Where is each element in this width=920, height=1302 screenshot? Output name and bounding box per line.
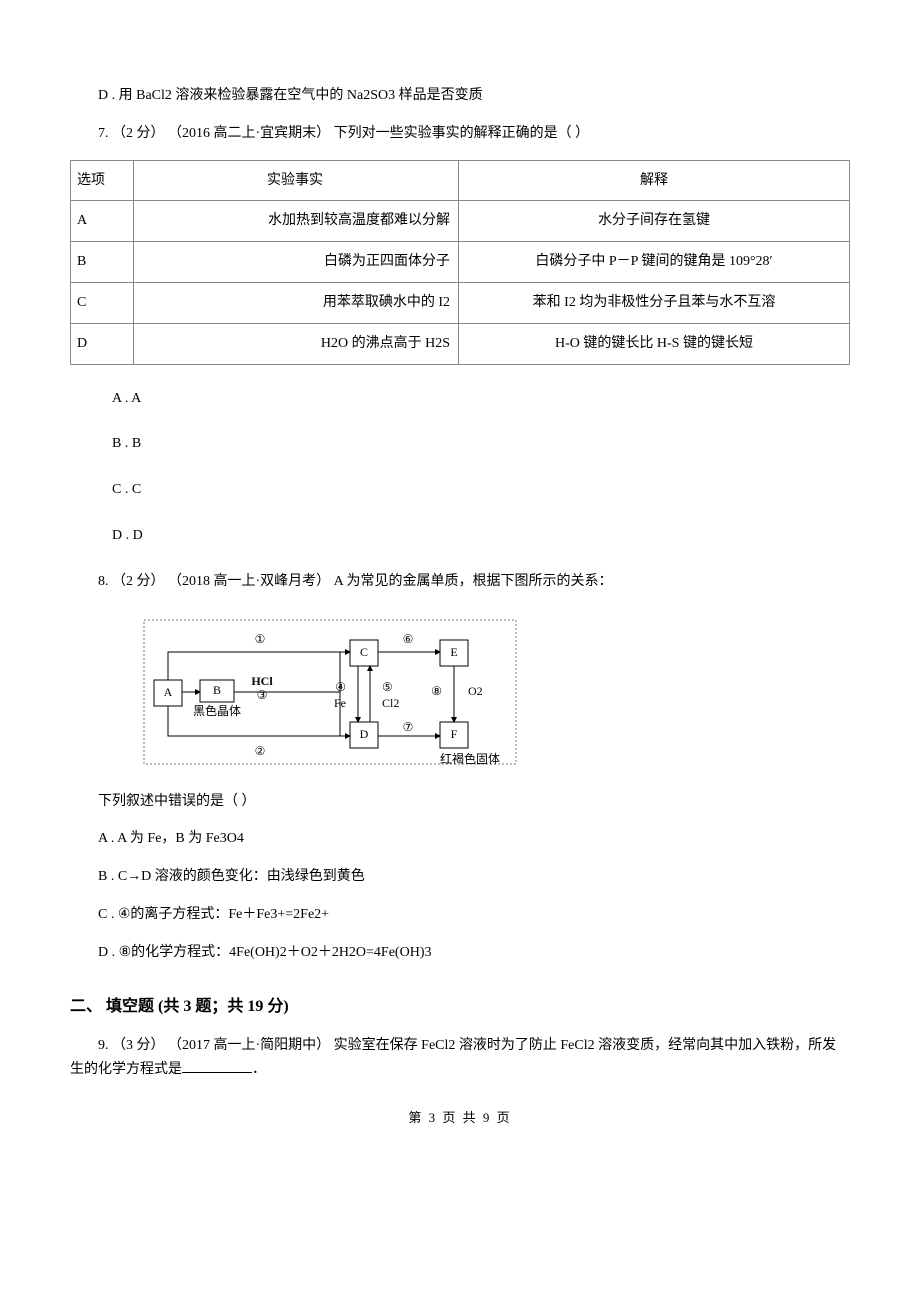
blank-line [182, 1058, 252, 1073]
label-8: ⑧ [431, 683, 442, 697]
table-header-row: 选项 实验事实 解释 [71, 160, 850, 201]
label-black-solid: 黑色晶体 [193, 703, 241, 717]
label-6: ⑥ [403, 631, 414, 645]
label-hcl: HCl [251, 673, 273, 687]
q7-stem: 7. （2 分） （2016 高二上·宜宾期末） 下列对一些实验事实的解释正确的… [70, 122, 850, 146]
label-fe: Fe [334, 695, 346, 709]
cell: 用苯萃取碘水中的 I2 [134, 282, 459, 323]
page-content: D . 用 BaCl2 溶液来检验暴露在空气中的 Na2SO3 样品是否变质 7… [0, 0, 920, 1159]
q8-option-c: C . ④的离子方程式：Fe＋Fe3+=2Fe2+ [70, 903, 850, 927]
node-b: B [213, 682, 221, 696]
node-f: F [451, 726, 458, 740]
q9: 9. （3 分） （2017 高一上·简阳期中） 实验室在保存 FeCl2 溶液… [70, 1034, 850, 1082]
table-row: A 水加热到较高温度都难以分解 水分子间存在氢键 [71, 201, 850, 242]
table-row: D H2O 的沸点高于 H2S H‑O 键的键长比 H‑S 键的键长短 [71, 323, 850, 364]
th-option: 选项 [71, 160, 134, 201]
th-explain: 解释 [459, 160, 850, 201]
cell: D [71, 323, 134, 364]
table-row: C 用苯萃取碘水中的 I2 苯和 I2 均为非极性分子且苯与水不互溶 [71, 282, 850, 323]
node-d: D [360, 726, 369, 740]
q7-option-d: D . D [112, 524, 850, 548]
q7-option-a: A . A [112, 387, 850, 411]
label-5: ⑤ [382, 679, 393, 693]
section-2-title: 二、 填空题 (共 3 题；共 19 分) [70, 993, 850, 1020]
cell: H2O 的沸点高于 H2S [134, 323, 459, 364]
q8-stem: 8. （2 分） （2018 高一上·双峰月考） A 为常见的金属单质，根据下图… [70, 570, 850, 594]
cell: 白磷为正四面体分子 [134, 242, 459, 283]
q7-table: 选项 实验事实 解释 A 水加热到较高温度都难以分解 水分子间存在氢键 B 白磷… [70, 160, 850, 365]
label-2: ② [255, 743, 266, 757]
node-e: E [450, 644, 457, 658]
q6-option-d: D . 用 BaCl2 溶液来检验暴露在空气中的 Na2SO3 样品是否变质 [70, 84, 850, 108]
table-row: B 白磷为正四面体分子 白磷分子中 P－P 键间的键角是 109°28′ [71, 242, 850, 283]
cell: A [71, 201, 134, 242]
label-red-brown: 红褐色固体 [440, 750, 500, 765]
cell: 水分子间存在氢键 [459, 201, 850, 242]
page-footer: 第 3 页 共 9 页 [70, 1107, 850, 1129]
label-o2: O2 [468, 683, 483, 697]
q8-diagram: A B 黑色晶体 C D E F 红褐色固体 ① ② HCl [140, 612, 520, 772]
cell: 苯和 I2 均为非极性分子且苯与水不互溶 [459, 282, 850, 323]
label-4: ④ [335, 679, 346, 693]
label-7: ⑦ [403, 719, 414, 733]
label-cl2: Cl2 [382, 695, 399, 709]
q8-option-d: D . ⑧的化学方程式：4Fe(OH)2＋O2＋2H2O=4Fe(OH)3 [70, 941, 850, 965]
node-c: C [360, 644, 368, 658]
q8-option-a: A . A 为 Fe，B 为 Fe3O4 [70, 827, 850, 851]
q8-option-b: B . C→D 溶液的颜色变化：由浅绿色到黄色 [70, 865, 850, 889]
q7-option-b: B . B [112, 432, 850, 456]
th-fact: 实验事实 [134, 160, 459, 201]
cell: 白磷分子中 P－P 键间的键角是 109°28′ [459, 242, 850, 283]
q9-post: ． [252, 1062, 266, 1077]
node-a: A [164, 684, 173, 698]
cell: C [71, 282, 134, 323]
label-1: ① [255, 631, 266, 645]
cell: 水加热到较高温度都难以分解 [134, 201, 459, 242]
cell: H‑O 键的键长比 H‑S 键的键长短 [459, 323, 850, 364]
q8-post: 下列叙述中错误的是（ ） [70, 790, 850, 814]
q7-option-c: C . C [112, 478, 850, 502]
cell: B [71, 242, 134, 283]
flowchart-svg: A B 黑色晶体 C D E F 红褐色固体 ① ② HCl [140, 612, 520, 772]
label-3: ③ [257, 687, 268, 701]
